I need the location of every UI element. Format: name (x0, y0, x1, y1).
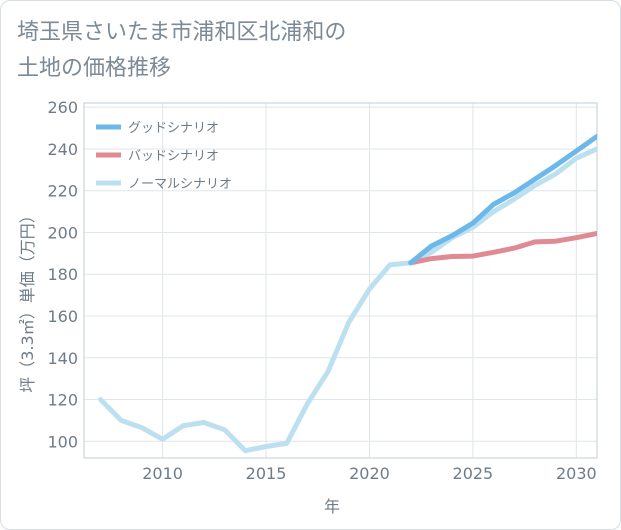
y-tick-label: 200 (47, 223, 78, 242)
y-tick-label: 180 (47, 265, 78, 284)
legend-label-1: バッドシナリオ (128, 149, 219, 164)
y-tick-label: 260 (47, 98, 78, 117)
series-line-1 (408, 231, 597, 266)
legend-label-2: ノーマルシナリオ (128, 177, 232, 192)
x-tick-label: 2020 (349, 464, 390, 483)
y-axis-title: 坪（3.3㎡）単価（万円） (18, 207, 37, 392)
x-tick-label: 2025 (453, 464, 494, 483)
y-tick-label: 160 (47, 307, 78, 326)
y-tick-label: 220 (47, 182, 78, 201)
x-tick-label: 2010 (142, 464, 183, 483)
y-tick-label: 120 (47, 391, 78, 410)
plot-area-border (83, 102, 598, 459)
grid-lines (84, 103, 597, 458)
x-tick-label: 2030 (556, 464, 597, 483)
y-tick-label: 240 (47, 140, 78, 159)
series-line-2 (98, 146, 597, 454)
x-axis-ticks: 2010 2015 2020 2025 2030 (142, 464, 596, 483)
legend-label-0: グッドシナリオ (128, 121, 219, 136)
y-tick-label: 140 (47, 349, 78, 368)
x-axis-title: 年 (324, 497, 340, 516)
chart-title: 埼玉県さいたま市浦和区北浦和の 土地の価格推移 (17, 20, 347, 81)
y-tick-label: 100 (47, 432, 78, 451)
x-tick-label: 2015 (246, 464, 287, 483)
series-layer (98, 133, 597, 454)
y-axis-ticks: 100 120 140 160 180 200 220 240 260 (47, 98, 78, 451)
series-line-0 (408, 133, 597, 266)
